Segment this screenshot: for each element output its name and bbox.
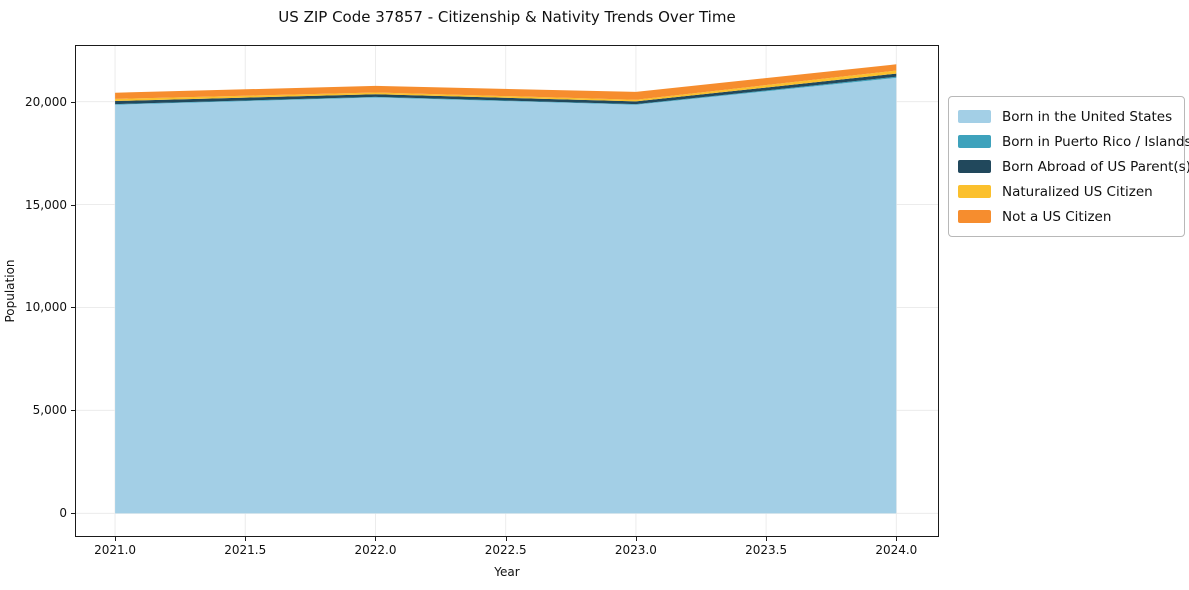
area-series-0	[115, 77, 897, 514]
area-series-2	[115, 73, 897, 105]
x-tick	[245, 537, 247, 541]
legend-label: Born Abroad of US Parent(s)	[1002, 158, 1189, 175]
y-tick	[71, 307, 75, 309]
legend: Born in the United States Born in Puerto…	[948, 96, 1189, 237]
legend-swatch-not-citizen	[958, 210, 991, 223]
legend-swatch-puerto-rico	[958, 135, 991, 148]
legend-item: Born Abroad of US Parent(s)	[958, 154, 1189, 179]
x-tick-label: 2024.0	[875, 543, 918, 557]
legend-label: Not a US Citizen	[1002, 208, 1112, 225]
area-series-4	[115, 64, 897, 100]
y-tick-label: 10,000	[25, 300, 67, 315]
x-tick	[505, 537, 507, 541]
legend-swatch-born-abroad	[958, 160, 991, 173]
legend-item: Naturalized US Citizen	[958, 179, 1174, 204]
y-tick-label: 15,000	[25, 197, 67, 212]
area-series-3	[115, 70, 897, 102]
y-tick	[71, 204, 75, 206]
x-tick	[115, 537, 117, 541]
legend-item: Born in Puerto Rico / Islands	[958, 129, 1189, 154]
x-tick	[375, 537, 377, 541]
legend-label: Born in Puerto Rico / Islands	[1002, 133, 1189, 150]
x-tick	[896, 537, 898, 541]
y-tick-label: 0	[59, 506, 67, 521]
x-tick-label: 2023.5	[745, 543, 788, 557]
y-axis-label: Population	[3, 259, 17, 323]
y-tick-label: 5,000	[32, 403, 67, 418]
x-tick	[635, 537, 637, 541]
legend-swatch-born-us	[958, 110, 991, 123]
legend-item: Not a US Citizen	[958, 204, 1174, 229]
legend-swatch-naturalized	[958, 185, 991, 198]
chart-canvas	[76, 46, 938, 536]
y-tick	[71, 410, 75, 412]
x-tick-label: 2021.5	[224, 543, 267, 557]
area-series-1	[115, 76, 897, 105]
legend-item: Born in the United States	[958, 104, 1174, 129]
x-tick-label: 2021.0	[94, 543, 137, 557]
x-axis-label: Year	[494, 565, 520, 579]
chart-title: US ZIP Code 37857 - Citizenship & Nativi…	[278, 8, 736, 26]
plot-area	[75, 45, 939, 537]
y-tick	[71, 513, 75, 515]
x-tick-label: 2023.0	[614, 543, 657, 557]
legend-label: Born in the United States	[1002, 108, 1173, 125]
y-tick-label: 20,000	[25, 94, 67, 109]
x-tick-label: 2022.0	[354, 543, 397, 557]
legend-label: Naturalized US Citizen	[1002, 183, 1153, 200]
x-tick	[766, 537, 768, 541]
y-tick	[71, 101, 75, 103]
x-tick-label: 2022.5	[484, 543, 527, 557]
